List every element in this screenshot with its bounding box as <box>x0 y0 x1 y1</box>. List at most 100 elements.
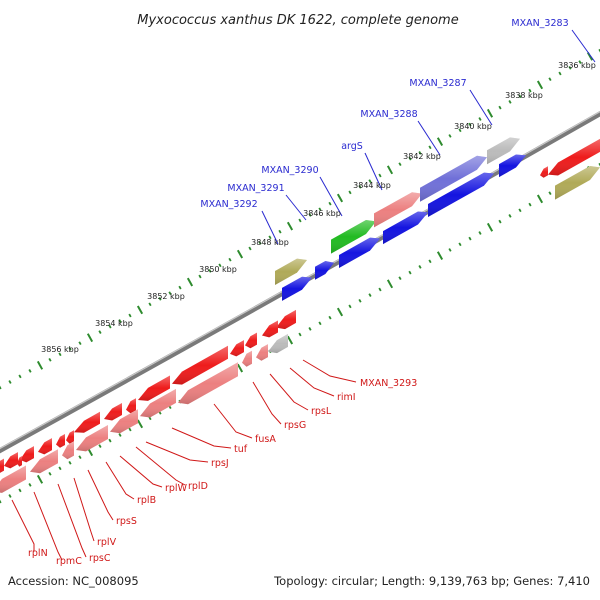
tick-minor <box>498 105 502 110</box>
gene-label-rplb[interactable]: rplB <box>137 495 156 506</box>
tick-minor <box>508 100 512 104</box>
tick-major <box>486 108 494 118</box>
tick-major <box>336 307 344 317</box>
gene-argS-outer[interactable] <box>374 192 422 228</box>
leader-line <box>302 359 357 383</box>
tick-minor <box>368 179 372 183</box>
gene-mxan-3287-outer[interactable] <box>487 137 520 165</box>
tick-minor <box>398 276 402 281</box>
gene-label-mxan-3291[interactable]: MXAN_3291 <box>227 183 284 194</box>
kbp-label: 3836 kbp <box>558 61 596 70</box>
gene-rimI-inner[interactable] <box>256 344 268 361</box>
gene-rplW-inner[interactable] <box>76 425 108 452</box>
leader-line <box>135 446 186 486</box>
gene-rpsJ[interactable] <box>126 398 136 414</box>
gene-rplV[interactable] <box>38 438 52 455</box>
gene-rpsG[interactable] <box>230 340 244 357</box>
tick-major <box>486 222 494 232</box>
gene-argS[interactable] <box>383 211 428 245</box>
tick-minor <box>548 77 552 82</box>
gene-mxan-3293-inner[interactable] <box>268 333 288 354</box>
tick-minor <box>348 304 352 309</box>
gene-label-rimi[interactable]: rimI <box>337 392 356 403</box>
gene-label-mxan-3292[interactable]: MXAN_3292 <box>200 199 257 210</box>
gene-rplV-inner[interactable] <box>30 449 58 474</box>
tick-minor <box>468 122 472 127</box>
gene-label-rpsc[interactable]: rpsC <box>89 553 111 564</box>
gene-rpsL[interactable] <box>245 332 257 349</box>
gene-mxan-3290-outer[interactable] <box>331 220 376 254</box>
gene-label-rplw[interactable]: rplW <box>165 483 188 494</box>
gene-label-rpld[interactable]: rplD <box>188 481 208 492</box>
gene-tuf-inner[interactable] <box>140 388 176 418</box>
gene-label-rpln[interactable]: rplN <box>28 548 48 559</box>
gene-mxan-3288-outer[interactable] <box>420 155 487 202</box>
gene-rplN[interactable] <box>0 458 4 475</box>
gene-label-mxan-3283[interactable]: MXAN_3283 <box>511 18 568 29</box>
tick-minor <box>198 274 202 279</box>
genome-summary-text: Topology: circular; Length: 9,139,763 bp… <box>273 574 590 588</box>
gene-label-rpsl[interactable]: rpsL <box>311 406 332 417</box>
tick-minor <box>578 60 582 64</box>
tick-minor <box>378 173 382 178</box>
gene-rplW[interactable] <box>74 411 100 433</box>
gene-label-rpss[interactable]: rpsS <box>116 516 137 527</box>
gene-mxan-3292-outer[interactable] <box>275 258 307 285</box>
tick-minor <box>28 483 32 487</box>
gene-mxan-3283-b[interactable] <box>540 166 548 178</box>
tick-minor <box>68 346 72 351</box>
tick-minor <box>528 202 532 207</box>
gene-label-mxan-3287[interactable]: MXAN_3287 <box>409 78 466 89</box>
gene-label-fusa[interactable]: fusA <box>255 434 276 445</box>
gene-label-rpmc[interactable]: rpmC <box>56 556 82 567</box>
gene-label-rplv[interactable]: rplV <box>97 537 117 548</box>
leader-line <box>285 194 307 221</box>
tick-minor <box>258 241 262 245</box>
gene-rimI[interactable] <box>262 320 278 338</box>
gene-rplD[interactable] <box>104 403 122 421</box>
tick-minor <box>468 236 472 241</box>
gene-label-tuf[interactable]: tuf <box>234 444 248 455</box>
gene-rpmC[interactable] <box>4 452 18 469</box>
tick-minor <box>348 190 352 195</box>
gene-mxan-3283[interactable] <box>548 138 600 176</box>
tick-minor <box>368 293 372 297</box>
leader-line <box>105 461 135 500</box>
gene-label-mxan-3293[interactable]: MXAN_3293 <box>360 378 417 389</box>
gene-label-mxan-3288[interactable]: MXAN_3288 <box>360 109 417 120</box>
gene-small-a[interactable] <box>17 456 22 467</box>
tick-minor <box>558 71 562 76</box>
gene-mxan-3288[interactable] <box>428 172 494 217</box>
gene-mxan-3292[interactable] <box>282 276 312 301</box>
tick-minor <box>518 208 522 213</box>
gene-rplD-inner[interactable] <box>110 409 138 434</box>
gene-mxan-3290[interactable] <box>339 237 380 268</box>
tick-minor <box>278 229 282 234</box>
gene-rpsC[interactable] <box>20 446 34 463</box>
gene-mxan-3291[interactable] <box>315 261 334 280</box>
gene-mxan-3293[interactable] <box>276 309 296 330</box>
tick-minor <box>408 270 412 275</box>
map-title: Myxococcus xanthus DK 1622, complete gen… <box>137 13 458 28</box>
tick-minor <box>98 330 102 334</box>
gene-mxan-3287[interactable] <box>499 154 526 178</box>
leader-line <box>213 403 253 439</box>
gene-label-rpsg[interactable]: rpsG <box>284 420 306 431</box>
gene-rpmC-inner[interactable] <box>0 465 26 493</box>
gene-label-rpsj[interactable]: rpsJ <box>211 458 229 469</box>
gene-tuf[interactable] <box>138 375 170 401</box>
gene-rpsS[interactable] <box>56 434 65 448</box>
gene-label-args[interactable]: argS <box>341 141 363 152</box>
gene-fusA[interactable] <box>172 345 228 385</box>
gene-rpsL-inner[interactable] <box>242 350 252 367</box>
kbp-label: 3844 kbp <box>353 181 391 190</box>
tick-minor <box>128 427 132 432</box>
gene-label-mxan-3290[interactable]: MXAN_3290 <box>261 165 318 176</box>
gene-mxan-3283-outer[interactable] <box>555 166 600 200</box>
tick-minor <box>108 438 112 443</box>
leader-line <box>319 176 343 217</box>
gene-fusA-inner[interactable] <box>178 362 238 405</box>
gene-rplB[interactable] <box>66 430 74 444</box>
tick-minor <box>0 499 2 504</box>
gene-rplB-inner[interactable] <box>62 441 74 460</box>
